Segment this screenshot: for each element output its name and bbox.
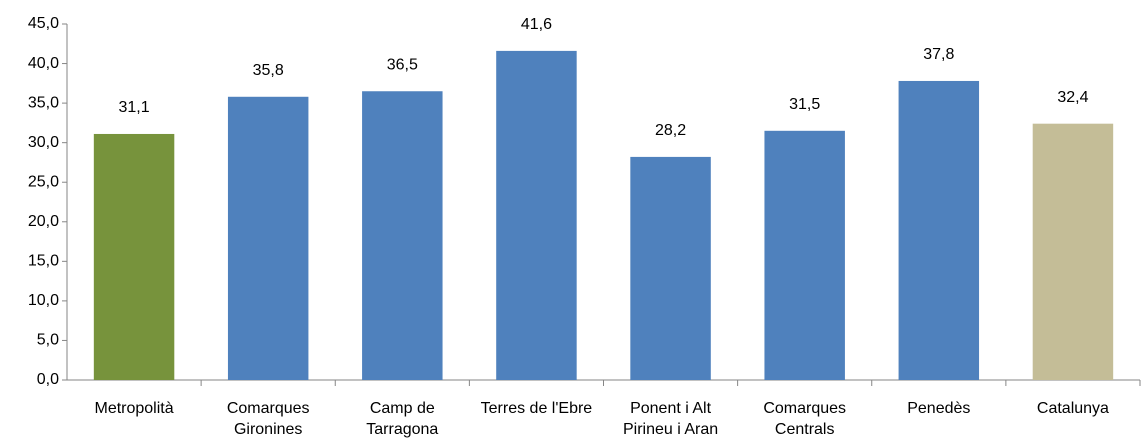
bar [362, 91, 443, 380]
y-tick-label: 35,0 [28, 94, 59, 111]
y-tick-label: 5,0 [37, 332, 59, 349]
x-tick-label: Terres de l'Ebre [480, 400, 593, 417]
x-tick-label: Comarques Centrals [763, 400, 847, 438]
bar [227, 96, 309, 380]
data-label: 31,1 [118, 99, 149, 116]
bar [496, 50, 577, 381]
y-tick-label: 30,0 [28, 134, 59, 151]
bar [1032, 123, 1114, 381]
data-label: 32,4 [1057, 89, 1088, 106]
y-tick-label: 45,0 [28, 15, 59, 32]
data-label: 35,8 [253, 62, 284, 79]
bar [764, 130, 845, 380]
x-tick-label: Comarques Gironines [226, 400, 310, 438]
y-tick-label: 40,0 [28, 55, 59, 72]
bar [630, 156, 711, 380]
x-tick-label: Penedès [907, 400, 971, 417]
data-label: 36,5 [387, 56, 418, 73]
x-tick-label: Ponent i Alt Pirineu i Aran [622, 400, 719, 438]
y-tick-label: 15,0 [28, 253, 59, 270]
y-tick-label: 10,0 [28, 292, 59, 309]
data-label: 31,5 [789, 96, 820, 113]
y-tick-label: 20,0 [28, 213, 59, 230]
x-tick-label: Metropolità [94, 400, 174, 417]
y-tick-label: 25,0 [28, 173, 59, 190]
y-tick-label: 0,0 [37, 371, 59, 388]
x-tick-label: Camp de Tarragona [366, 400, 439, 438]
x-tick-label: Catalunya [1036, 400, 1109, 417]
data-label: 41,6 [521, 16, 552, 33]
bar [898, 80, 980, 381]
data-label: 28,2 [655, 122, 686, 139]
data-label: 37,8 [923, 46, 954, 63]
bar [93, 133, 175, 380]
